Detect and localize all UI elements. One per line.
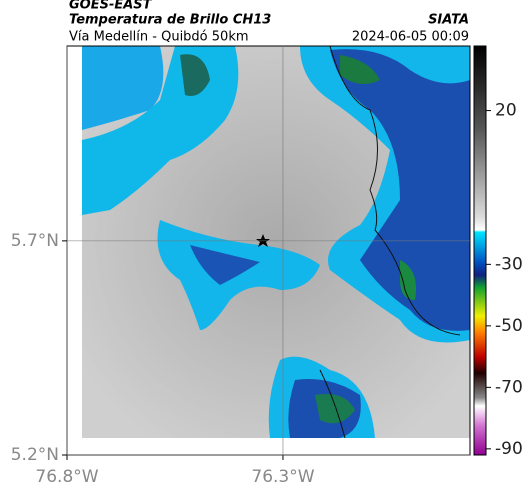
colorbar-tick-label: -50	[495, 316, 523, 336]
colorbar-tick-label: -90	[495, 439, 523, 459]
satellite: GOES-EAST	[69, 0, 153, 13]
city-marker	[256, 234, 270, 247]
datetime: 2024-06-05 00:09	[352, 30, 469, 45]
y-tick-label: 5.7°N	[11, 231, 59, 251]
y-tick-label: 5.2°N	[11, 445, 59, 465]
subtitle: Vía Medellín - Quibdó 50km	[69, 30, 249, 45]
colorbar-tick-label: 20	[495, 101, 517, 121]
colorbar	[473, 45, 487, 456]
x-tick-label: 76.8°W	[35, 467, 98, 487]
satellite-image	[82, 46, 470, 438]
title: Temperatura de Brillo CH13	[69, 13, 271, 28]
colorbar-tick-label: -70	[495, 377, 523, 397]
source: SIATA	[428, 13, 469, 28]
colorbar-tick-label: -30	[495, 254, 523, 274]
x-tick-label: 76.3°W	[251, 467, 314, 487]
